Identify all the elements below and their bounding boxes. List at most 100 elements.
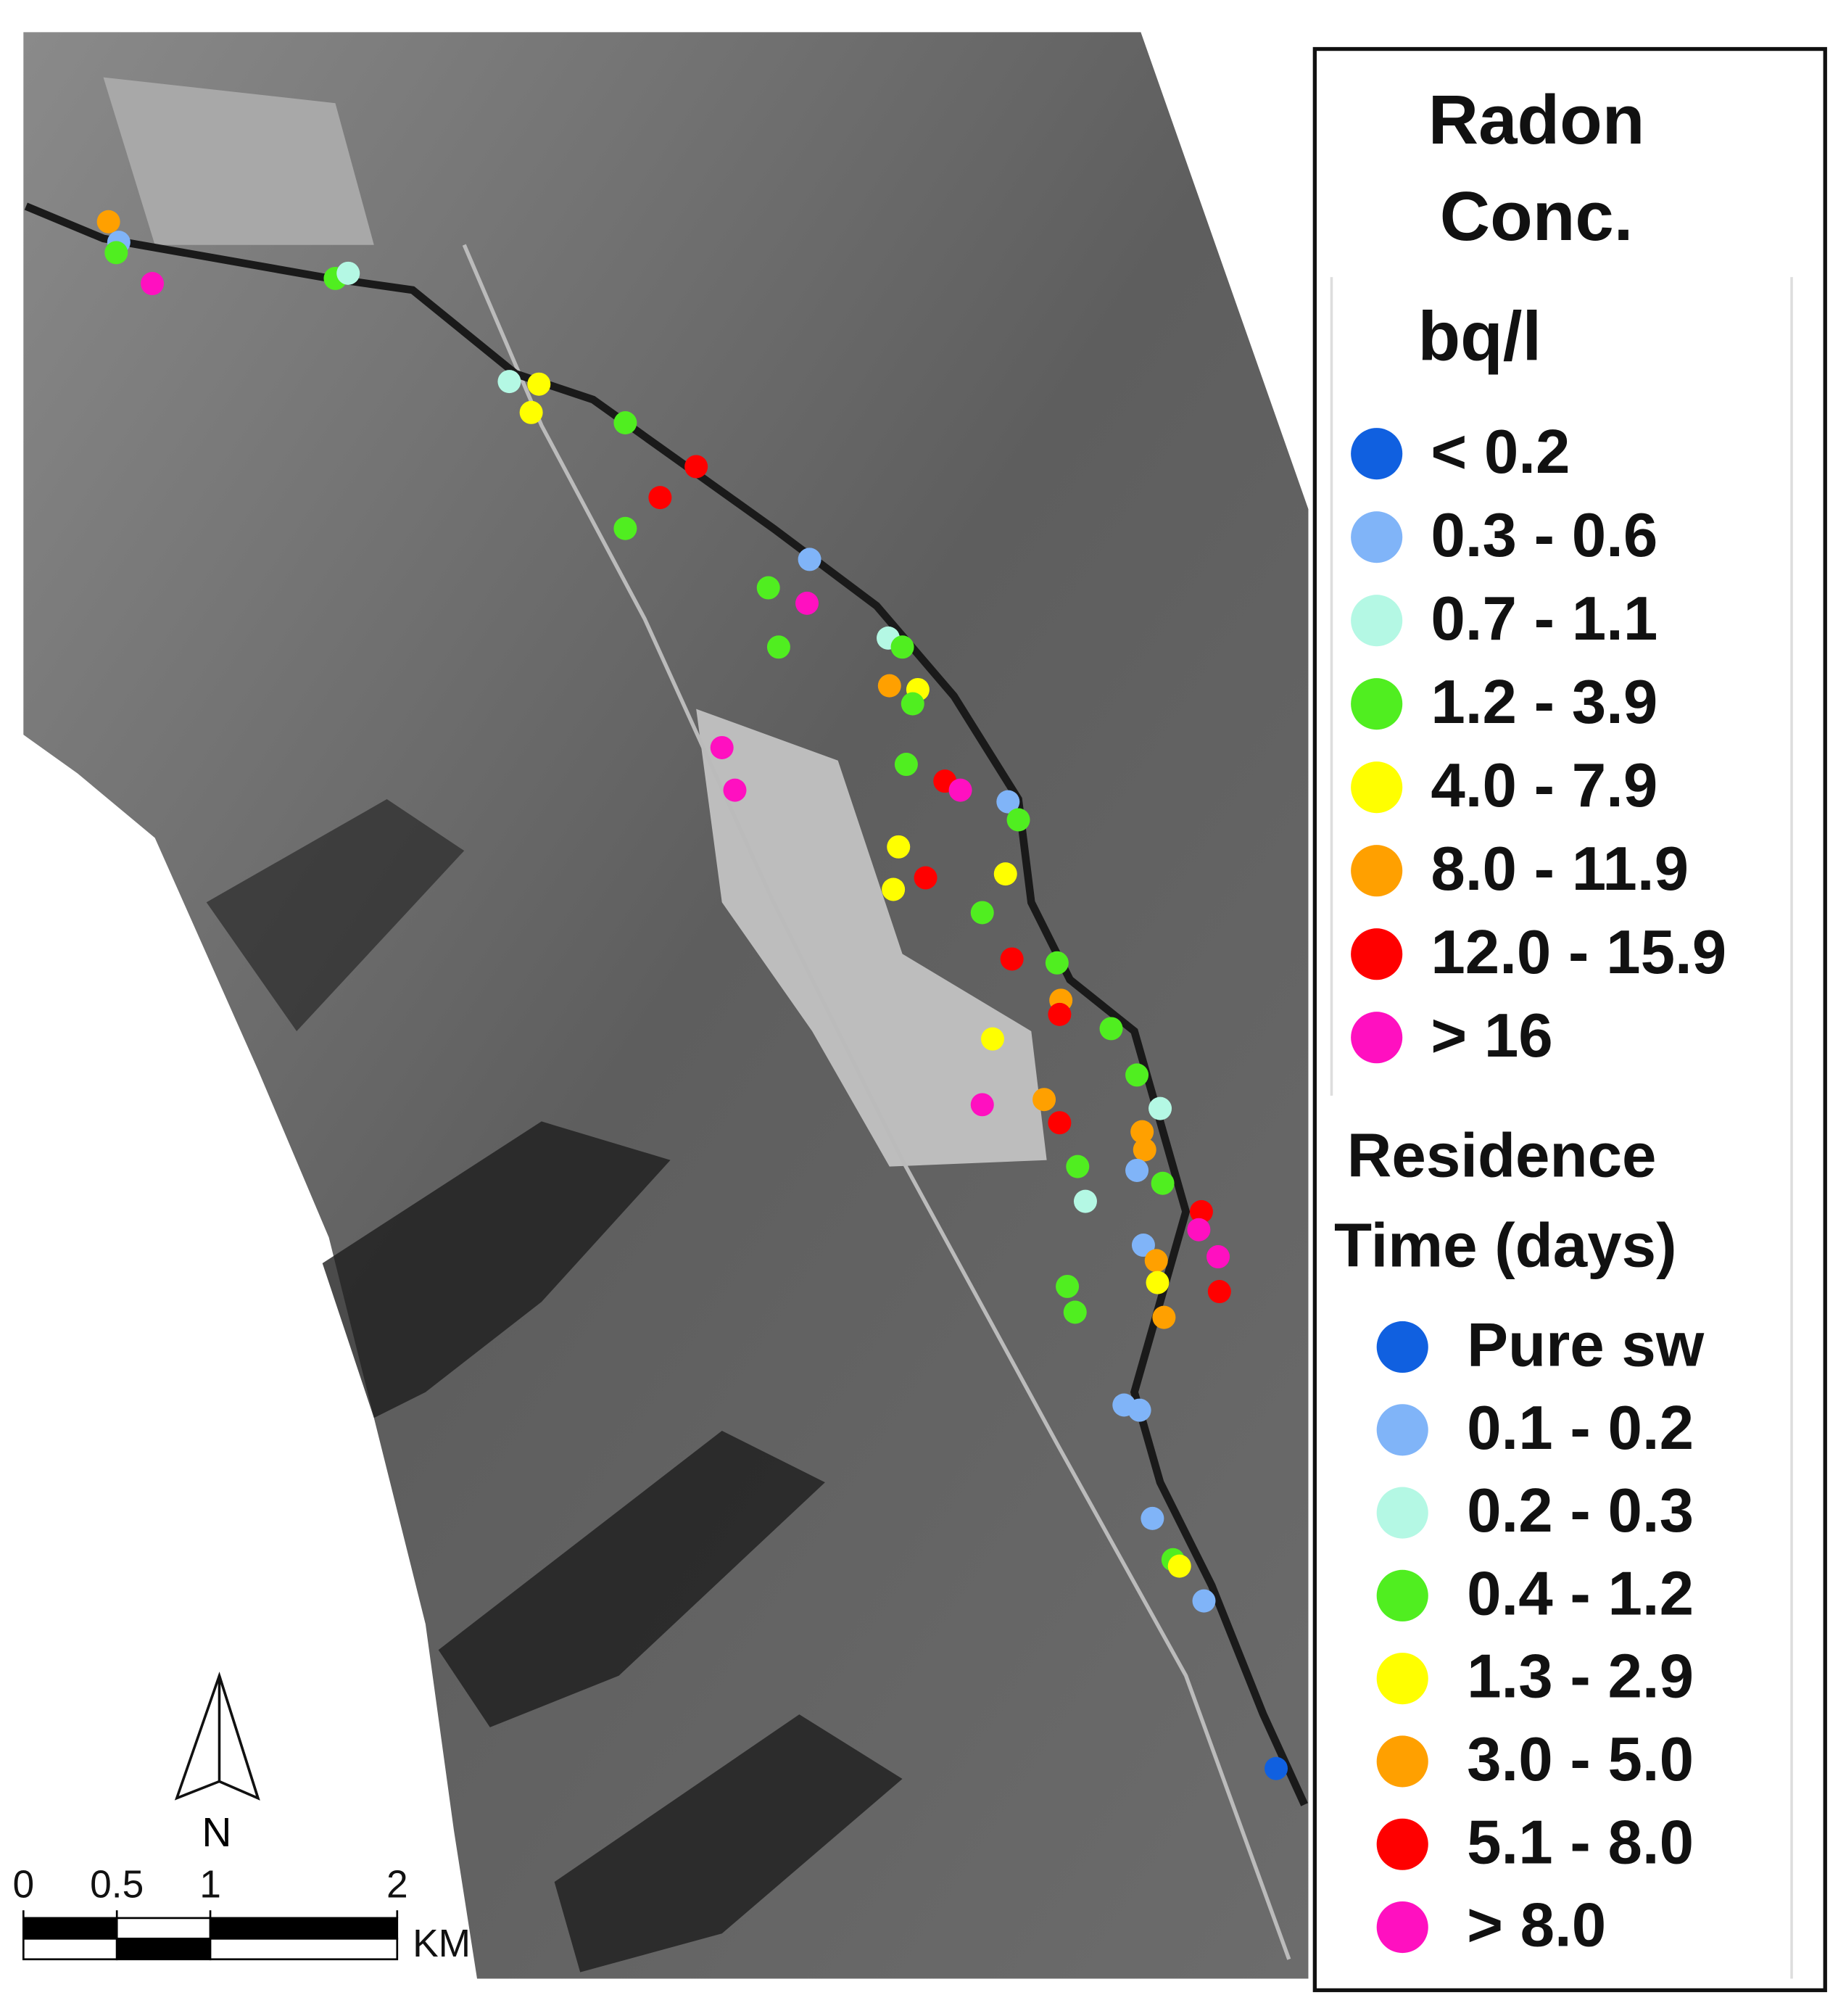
sample-point xyxy=(980,1027,1004,1051)
legend-swatch xyxy=(1376,1487,1428,1539)
legend-label: < 0.2 xyxy=(1431,418,1570,487)
scale-segment xyxy=(115,1938,212,1961)
legend-swatch xyxy=(1376,1653,1428,1705)
shadow xyxy=(322,1121,671,1418)
sample-point xyxy=(1192,1589,1216,1613)
legend-label: 0.7 - 1.1 xyxy=(1431,584,1657,653)
legend-label: 0.1 - 0.2 xyxy=(1467,1394,1694,1463)
sample-point xyxy=(1167,1554,1191,1578)
sample-point xyxy=(1265,1756,1288,1780)
sample-point xyxy=(1148,1096,1172,1120)
shadow xyxy=(206,799,465,1031)
legend-label: > 16 xyxy=(1431,1001,1552,1070)
sample-point xyxy=(1063,1300,1087,1324)
sample-point xyxy=(795,591,819,615)
sample-point xyxy=(1066,1154,1090,1178)
sample-point xyxy=(1127,1398,1151,1422)
sample-point xyxy=(1032,1088,1056,1112)
legend-label: 1.3 - 2.9 xyxy=(1467,1643,1694,1711)
sample-point xyxy=(1207,1280,1231,1304)
shadow xyxy=(438,1431,825,1727)
scale-segment xyxy=(22,1917,118,1940)
sample-point xyxy=(1130,1120,1154,1144)
legend-title: Conc. xyxy=(1440,178,1634,255)
valley-floor xyxy=(696,709,1047,1167)
legend-swatch xyxy=(1351,1012,1403,1064)
sample-point xyxy=(336,261,360,285)
scale-label: 0 xyxy=(12,1863,34,1906)
north-arrow: N xyxy=(174,1672,260,1856)
legend-label: 3.0 - 5.0 xyxy=(1467,1725,1694,1794)
sample-point xyxy=(1151,1171,1175,1195)
sample-point xyxy=(1056,1274,1080,1298)
sample-point xyxy=(894,753,918,777)
sample-point xyxy=(1141,1506,1164,1530)
map-area xyxy=(23,32,1309,1979)
sample-point xyxy=(993,862,1017,886)
sample-point xyxy=(648,486,672,510)
sample-point xyxy=(104,241,128,265)
legend-label: 8.0 - 11.9 xyxy=(1431,835,1689,904)
sample-point xyxy=(1048,1002,1072,1026)
legend-units: bq/l xyxy=(1418,297,1542,375)
scale-label: 2 xyxy=(386,1863,408,1906)
sample-point xyxy=(497,370,521,394)
sample-point xyxy=(887,835,911,859)
sample-point xyxy=(519,400,543,424)
sample-point xyxy=(1187,1218,1211,1242)
sample-point xyxy=(613,411,637,435)
sample-point xyxy=(970,901,994,925)
legend-swatch xyxy=(1351,511,1403,563)
legend-swatch xyxy=(1351,928,1403,980)
field xyxy=(103,77,374,245)
sample-point xyxy=(914,866,938,890)
sample-point xyxy=(996,790,1020,814)
sample-point xyxy=(1125,1158,1149,1182)
sample-point xyxy=(1045,951,1069,975)
scale-segment xyxy=(22,1938,118,1961)
sample-point xyxy=(882,877,906,901)
legend-label: Pure sw xyxy=(1467,1311,1705,1380)
sample-point xyxy=(1048,1111,1072,1135)
legend-swatch xyxy=(1376,1569,1428,1622)
sample-point xyxy=(96,210,120,234)
sample-point xyxy=(723,778,747,802)
scale-segment xyxy=(209,1938,399,1961)
legend-title: Radon xyxy=(1428,81,1645,159)
sample-point xyxy=(1131,1234,1155,1257)
sample-point xyxy=(798,548,821,571)
legend-title: Time (days) xyxy=(1334,1212,1676,1281)
scale-unit: KM xyxy=(413,1922,471,1965)
legend-swatch xyxy=(1376,1901,1428,1954)
legend-title: Residence xyxy=(1347,1121,1657,1190)
legend-items: < 0.2 0.3 - 0.6 0.7 - 1.1 1.2 - 3.9 4.0 - 7.… xyxy=(1351,418,1726,1960)
legend-swatch xyxy=(1376,1404,1428,1456)
sample-point xyxy=(1152,1305,1176,1329)
legend-label: 0.2 - 0.3 xyxy=(1467,1476,1694,1545)
sample-point xyxy=(684,455,708,479)
sample-point xyxy=(1133,1138,1156,1162)
sample-point xyxy=(613,516,637,540)
scale-segment xyxy=(209,1917,399,1940)
legend-swatch xyxy=(1351,428,1403,480)
legend-label: 12.0 - 15.9 xyxy=(1431,918,1726,987)
sample-point xyxy=(890,635,914,659)
legend-label: 4.0 - 7.9 xyxy=(1431,751,1657,820)
scale-segment xyxy=(115,1917,212,1940)
sample-point xyxy=(710,735,734,759)
sample-point xyxy=(1146,1271,1170,1294)
north-label: N xyxy=(202,1810,231,1856)
road xyxy=(462,244,1291,1960)
sample-point xyxy=(901,692,924,716)
sample-point xyxy=(1000,947,1024,971)
shadow xyxy=(554,1714,903,1972)
sample-point xyxy=(1073,1189,1097,1213)
sample-point xyxy=(1006,808,1030,832)
sample-points xyxy=(96,210,1288,1780)
legend-label: 0.4 - 1.2 xyxy=(1467,1559,1694,1628)
legend-swatch xyxy=(1351,761,1403,814)
legend-swatch xyxy=(1351,595,1403,647)
legend-label: 1.2 - 3.9 xyxy=(1431,668,1657,737)
